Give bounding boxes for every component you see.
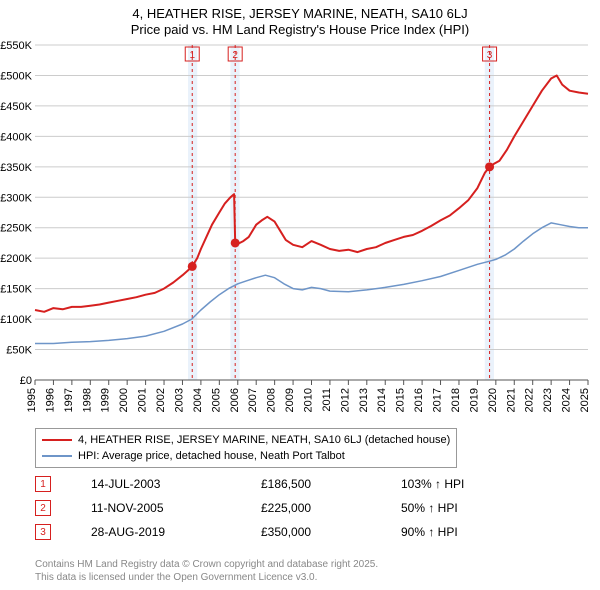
svg-text:£250K: £250K <box>0 223 32 235</box>
svg-text:£150K: £150K <box>0 284 32 296</box>
legend: 4, HEATHER RISE, JERSEY MARINE, NEATH, S… <box>35 428 457 468</box>
chart-svg: £0 £50K £100K £150K £200K £250K £300K £350K £400… <box>0 40 600 420</box>
sales-row-2: 2 11-NOV-2005 £225,000 50% ↑ HPI <box>35 496 521 520</box>
svg-text:2009: 2009 <box>284 388 296 412</box>
svg-text:2007: 2007 <box>247 388 259 412</box>
sale-price-3: £350,000 <box>261 525 401 539</box>
chart-area: £0 £50K £100K £150K £200K £250K £300K £350K £400… <box>0 40 600 420</box>
legend-label-price-paid: 4, HEATHER RISE, JERSEY MARINE, NEATH, S… <box>78 434 450 446</box>
svg-text:2: 2 <box>232 50 238 61</box>
legend-row-hpi: HPI: Average price, detached house, Neat… <box>42 448 450 464</box>
footer-line1: Contains HM Land Registry data © Crown c… <box>35 559 378 572</box>
sale-pct-2: 50% ↑ HPI <box>401 501 521 515</box>
svg-text:2002: 2002 <box>155 388 167 412</box>
svg-text:2003: 2003 <box>173 388 185 412</box>
sales-row-1: 1 14-JUL-2003 £186,500 103% ↑ HPI <box>35 472 521 496</box>
svg-text:£450K: £450K <box>0 101 32 113</box>
svg-text:2008: 2008 <box>266 388 278 412</box>
svg-text:2021: 2021 <box>505 388 517 412</box>
svg-text:2017: 2017 <box>432 388 444 412</box>
footer: Contains HM Land Registry data © Crown c… <box>35 559 378 584</box>
svg-text:2018: 2018 <box>450 388 462 412</box>
sale-pct-1: 103% ↑ HPI <box>401 477 521 491</box>
svg-text:£300K: £300K <box>0 192 32 204</box>
sale-date-3: 28-AUG-2019 <box>91 525 261 539</box>
sale-price-2: £225,000 <box>261 501 401 515</box>
chart-title-line1: 4, HEATHER RISE, JERSEY MARINE, NEATH, S… <box>0 6 600 22</box>
sale-marker-3: 3 <box>35 524 51 540</box>
svg-text:2013: 2013 <box>358 388 370 412</box>
chart-title-line2: Price paid vs. HM Land Registry's House … <box>0 22 600 38</box>
svg-text:3: 3 <box>487 50 493 61</box>
svg-text:2015: 2015 <box>395 388 407 412</box>
svg-text:2024: 2024 <box>561 388 573 412</box>
sale-pct-3: 90% ↑ HPI <box>401 525 521 539</box>
legend-row-price-paid: 4, HEATHER RISE, JERSEY MARINE, NEATH, S… <box>42 432 450 448</box>
svg-text:£400K: £400K <box>0 131 32 143</box>
svg-text:1997: 1997 <box>63 388 75 412</box>
legend-swatch-hpi <box>42 455 72 457</box>
svg-text:2023: 2023 <box>542 388 554 412</box>
svg-text:£350K: £350K <box>0 162 32 174</box>
sale-marker-1: 1 <box>35 476 51 492</box>
svg-text:1998: 1998 <box>81 388 93 412</box>
sales-row-3: 3 28-AUG-2019 £350,000 90% ↑ HPI <box>35 520 521 544</box>
svg-text:2011: 2011 <box>321 388 333 412</box>
svg-text:1996: 1996 <box>44 388 56 412</box>
svg-text:2014: 2014 <box>376 388 388 412</box>
svg-text:1999: 1999 <box>100 388 112 412</box>
svg-text:£100K: £100K <box>0 314 32 326</box>
sale-price-1: £186,500 <box>261 477 401 491</box>
svg-text:1: 1 <box>189 50 195 61</box>
svg-text:£500K: £500K <box>0 70 32 82</box>
svg-text:2020: 2020 <box>487 388 499 412</box>
sales-table: 1 14-JUL-2003 £186,500 103% ↑ HPI 2 11-N… <box>35 472 521 544</box>
svg-text:2000: 2000 <box>118 388 130 412</box>
svg-text:2019: 2019 <box>468 388 480 412</box>
sale-date-2: 11-NOV-2005 <box>91 501 261 515</box>
svg-text:2006: 2006 <box>229 388 241 412</box>
sale-date-1: 14-JUL-2003 <box>91 477 261 491</box>
svg-text:£50K: £50K <box>6 345 32 357</box>
svg-text:£200K: £200K <box>0 253 32 265</box>
svg-text:2010: 2010 <box>303 388 315 412</box>
svg-text:£0: £0 <box>20 375 32 387</box>
footer-line2: This data is licensed under the Open Gov… <box>35 572 378 585</box>
legend-label-hpi: HPI: Average price, detached house, Neat… <box>78 450 345 462</box>
svg-text:2005: 2005 <box>210 388 222 412</box>
sale-marker-2: 2 <box>35 500 51 516</box>
svg-text:2012: 2012 <box>339 388 351 412</box>
svg-text:2025: 2025 <box>579 388 591 412</box>
legend-swatch-price-paid <box>42 439 72 441</box>
chart-title-block: 4, HEATHER RISE, JERSEY MARINE, NEATH, S… <box>0 0 600 39</box>
svg-text:2022: 2022 <box>524 388 536 412</box>
svg-text:£550K: £550K <box>0 40 32 52</box>
svg-text:2016: 2016 <box>413 388 425 412</box>
svg-text:1995: 1995 <box>26 388 38 412</box>
svg-text:2001: 2001 <box>137 388 149 412</box>
svg-text:2004: 2004 <box>192 388 204 412</box>
